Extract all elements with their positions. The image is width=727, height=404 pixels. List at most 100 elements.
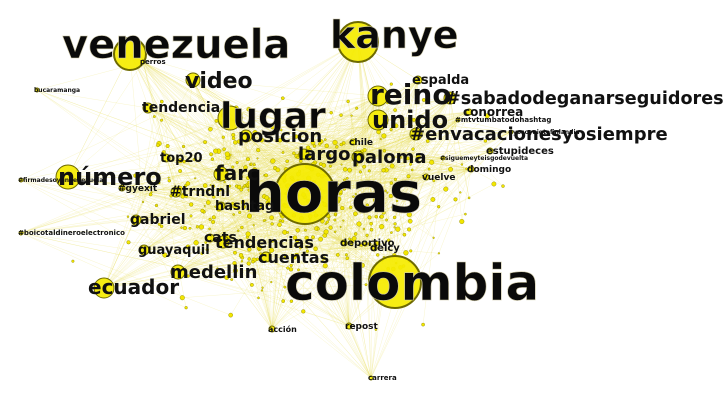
graph-node <box>391 205 396 210</box>
graph-node <box>232 213 235 216</box>
graph-node <box>345 256 350 261</box>
graph-node <box>228 184 232 188</box>
graph-node <box>180 194 186 199</box>
graph-node <box>362 227 366 231</box>
graph-node <box>224 151 230 157</box>
graph-node <box>207 188 211 192</box>
graph-node <box>339 142 343 147</box>
graph-node <box>177 158 183 164</box>
graph-node <box>292 151 296 156</box>
term-label: medellin <box>170 262 257 283</box>
term-label: espalda <box>412 73 469 88</box>
hub-node <box>55 164 81 190</box>
graph-node <box>216 267 219 271</box>
graph-node <box>292 235 298 240</box>
graph-node <box>200 252 204 256</box>
graph-node <box>388 193 393 199</box>
graph-node <box>236 229 240 233</box>
graph-node <box>270 281 273 284</box>
graph-node <box>270 194 274 198</box>
graph-node <box>409 162 413 166</box>
graph-node <box>295 228 300 233</box>
graph-node <box>336 196 342 202</box>
graph-node <box>367 215 372 220</box>
graph-node <box>381 168 386 173</box>
term-label: tendencia <box>142 100 220 116</box>
graph-node <box>194 177 197 180</box>
graph-node <box>246 213 252 219</box>
graph-node <box>247 247 252 252</box>
graph-node <box>453 197 458 202</box>
graph-node <box>340 163 343 166</box>
hub-node <box>508 129 514 135</box>
graph-node <box>126 215 130 218</box>
graph-node <box>448 166 453 172</box>
graph-node <box>264 195 270 201</box>
graph-node <box>154 203 159 208</box>
graph-node <box>386 101 390 105</box>
hub-node <box>422 173 430 181</box>
graph-node <box>334 212 338 216</box>
hub-node <box>93 277 115 299</box>
graph-node <box>221 135 225 139</box>
graph-node <box>346 99 350 104</box>
hub-node <box>268 325 276 333</box>
graph-node <box>292 125 296 130</box>
graph-node <box>501 184 505 188</box>
term-label: vuelve <box>422 173 455 183</box>
graph-node <box>211 219 216 224</box>
term-label: gabriel <box>130 212 186 228</box>
graph-node <box>231 132 236 137</box>
graph-node <box>358 209 363 214</box>
hub-node <box>217 105 243 131</box>
graph-node <box>327 218 331 221</box>
graph-node <box>238 253 244 258</box>
graph-node <box>211 215 216 220</box>
graph-node <box>318 236 323 242</box>
graph-node <box>483 139 488 143</box>
hub-node <box>351 150 365 164</box>
graph-node <box>427 167 431 171</box>
term-label: #envacacionesyosiempre <box>410 124 668 145</box>
graph-node <box>325 153 332 159</box>
graph-node <box>464 212 467 216</box>
graph-node <box>269 247 275 253</box>
graph-node <box>289 123 294 128</box>
graph-node <box>337 189 341 192</box>
hub-node <box>170 186 182 198</box>
graph-node <box>467 196 471 200</box>
graph-node <box>294 281 298 284</box>
graph-node <box>245 184 249 188</box>
graph-node <box>224 275 229 280</box>
graph-node <box>351 235 357 241</box>
graph-node <box>335 183 340 187</box>
graph-node <box>409 249 413 253</box>
hub-node <box>142 102 154 114</box>
term-label: reino <box>370 78 452 111</box>
graph-node <box>384 189 387 193</box>
term-label: cuentas <box>258 248 329 267</box>
hub-node <box>368 375 374 381</box>
graph-node <box>252 192 257 197</box>
graph-node <box>345 176 349 180</box>
graph-node <box>297 268 300 272</box>
graph-node <box>180 226 183 229</box>
graph-node <box>283 254 289 260</box>
hub-node <box>34 87 40 93</box>
hub-node <box>349 138 357 146</box>
term-label: unido <box>372 106 448 134</box>
graph-node <box>252 167 257 172</box>
graph-node <box>359 243 364 247</box>
graph-node <box>342 219 345 222</box>
hub-node <box>368 255 422 309</box>
graph-node <box>246 242 250 247</box>
graph-node <box>230 201 235 206</box>
graph-node <box>133 173 138 178</box>
term-label: chile <box>349 138 373 148</box>
graph-node <box>321 260 324 263</box>
graph-node <box>232 204 238 210</box>
graph-node <box>238 210 242 215</box>
hub-node <box>413 75 423 85</box>
hub-node <box>205 233 215 243</box>
graph-node <box>288 267 293 272</box>
